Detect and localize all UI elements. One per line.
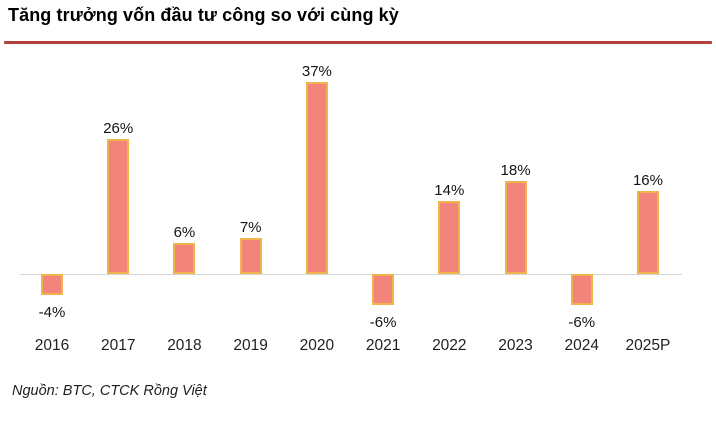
title-rule [4,41,712,44]
category-label-2022: 2022 [432,337,467,354]
value-label-2017: 26% [103,120,134,138]
category-label-2018: 2018 [167,337,202,354]
chart-title: Tăng trưởng vốn đầu tư công so với cùng … [8,5,399,25]
category-label-2017: 2017 [100,337,136,354]
bar-2020 [305,81,328,274]
bar-2018 [173,242,196,274]
value-label-2023: 18% [500,161,531,179]
category-label-2025P: 2025P [625,337,671,354]
source-note: Nguồn: BTC, CTCK Rồng Việt [12,383,207,399]
value-label-2016: -4% [38,303,66,321]
bar-2025P [636,190,659,274]
category-label-2023: 2023 [498,337,533,354]
category-label-2020: 2020 [299,337,335,354]
x-axis-line [20,274,682,275]
bar-2024 [570,274,593,306]
category-label-2021: 2021 [365,337,401,354]
bar-2023 [504,180,527,274]
category-label-2024: 2024 [564,337,599,354]
value-label-2018: 6% [173,223,196,241]
value-label-2019: 7% [239,218,262,236]
value-label-2024: -6% [568,314,596,332]
bar-2022 [438,201,461,274]
bar-2016 [41,274,63,295]
category-label-2019: 2019 [233,337,268,354]
category-label-2016: 2016 [34,337,70,354]
value-label-2025P: 16% [632,171,663,189]
value-label-2021: -6% [369,314,397,332]
bar-2021 [372,274,395,306]
bar-2019 [239,237,262,274]
value-label-2020: 37% [301,62,332,80]
value-label-2022: 14% [434,182,465,200]
bar-2017 [107,139,130,274]
